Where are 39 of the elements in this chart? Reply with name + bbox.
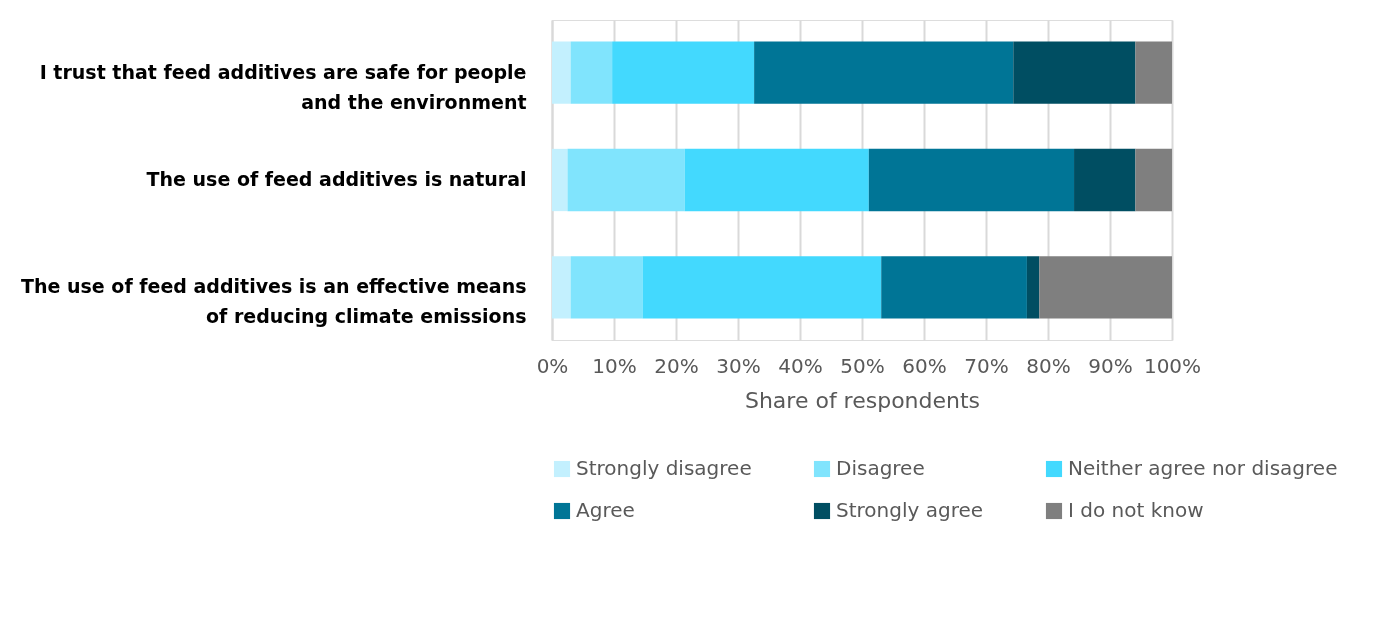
bar: [754, 41, 1014, 104]
bar: [1135, 148, 1172, 212]
legend-label: I do not know: [1068, 498, 1204, 522]
x-tick-label: 70%: [964, 353, 1009, 378]
x-tick-label: 40%: [778, 353, 823, 378]
legend-label: Disagree: [836, 456, 925, 480]
bar: [1074, 148, 1136, 212]
x-tick-label: 90%: [1088, 353, 1133, 378]
x-axis-title: Share of respondents: [744, 387, 981, 413]
bar: [1135, 41, 1172, 104]
legend-label: Strongly agree: [836, 498, 984, 522]
bar: [552, 41, 571, 104]
x-tick-label: 20%: [654, 353, 699, 378]
x-tick-label: 100%: [1143, 353, 1202, 378]
legend-label: Strongly disagree: [576, 456, 752, 480]
bar: [612, 41, 755, 104]
bar: [684, 148, 869, 212]
bar: [1039, 256, 1172, 319]
x-tick-label: 0%: [536, 353, 569, 378]
bar: [570, 41, 613, 104]
bar: [552, 148, 568, 212]
bar: [552, 256, 571, 319]
bar: [881, 256, 1027, 319]
y-tick-label: The use of feed additives is natural: [146, 168, 527, 190]
x-tick-label: 50%: [840, 353, 885, 378]
bar: [642, 256, 882, 319]
y-tick-label: The use of feed additives is an effective means of reducing climate emissions: [21, 275, 527, 328]
bar: [1013, 41, 1136, 104]
x-tick-label: 60%: [902, 353, 947, 378]
legend-label: Agree: [576, 498, 635, 522]
bar: [868, 148, 1075, 212]
bar: [567, 148, 685, 212]
x-tick-label: 30%: [716, 353, 761, 378]
bar: [1026, 256, 1040, 319]
x-tick-label: 80%: [1026, 353, 1071, 378]
y-tick-label: I trust that feed additives are safe for people and the environment: [39, 60, 527, 113]
legend-label: Neither agree nor disagree: [1068, 456, 1338, 480]
bar: [570, 256, 643, 319]
x-tick-label: 10%: [592, 353, 637, 378]
